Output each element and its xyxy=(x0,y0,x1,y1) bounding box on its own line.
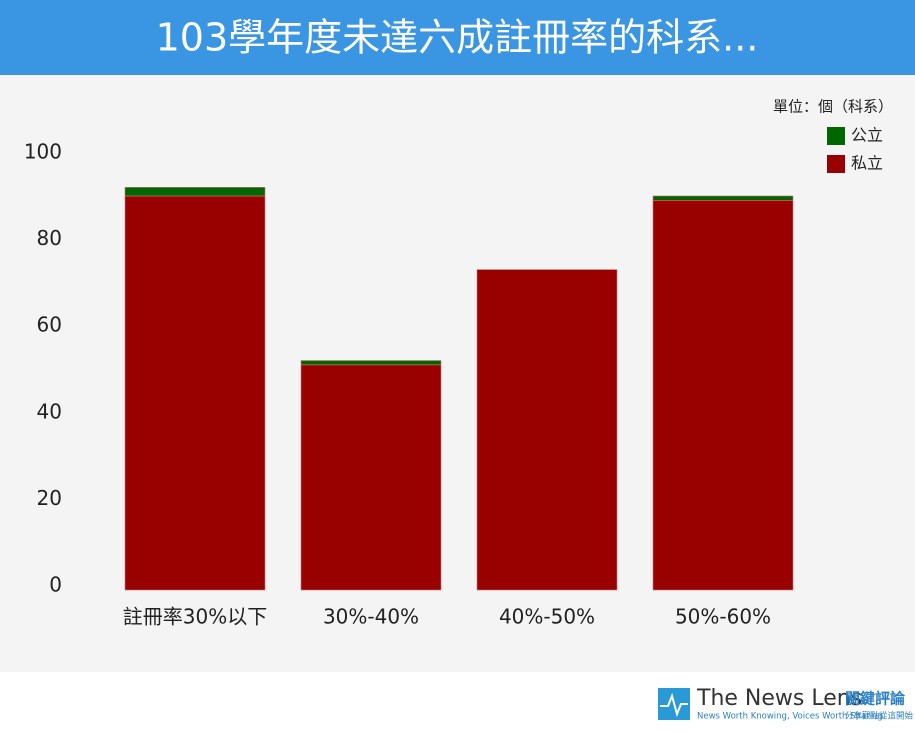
y-tick-label: 80 xyxy=(37,226,62,250)
y-tick-label: 20 xyxy=(37,486,62,510)
x-tick-label: 40%-50% xyxy=(499,605,595,629)
bar-segment xyxy=(476,269,618,591)
y-tick-label: 60 xyxy=(37,313,62,337)
chart-title: 103學年度未達六成註冊率的科系... xyxy=(156,16,759,60)
tagline: News Worth Knowing, Voices Worth Sharing xyxy=(697,712,883,722)
unit-note: 單位：個（科系） xyxy=(773,98,893,116)
x-tick-label: 50%-60% xyxy=(675,605,771,629)
bar-segment xyxy=(124,195,266,591)
bar-segment xyxy=(652,195,794,201)
x-tick-label: 註冊率30%以下 xyxy=(123,605,267,629)
legend-label: 私立 xyxy=(851,154,883,173)
logo: The News Lens 關鍵評論 News Worth Knowing, V… xyxy=(658,686,914,722)
y-tick-label: 40 xyxy=(37,399,62,423)
y-tick-label: 100 xyxy=(24,140,62,164)
legend-swatch xyxy=(827,155,845,173)
brand: The News Lens xyxy=(696,686,862,711)
legend-label: 公立 xyxy=(851,126,883,145)
title-bar xyxy=(0,0,915,75)
bar-segment xyxy=(652,200,794,591)
brand-cn: 關鍵評論 xyxy=(845,690,906,708)
bar-segment xyxy=(300,360,442,366)
tagline-cn: 分享觀點從這開始 xyxy=(845,711,914,722)
x-tick-label: 30%-40% xyxy=(323,605,419,629)
y-tick-label: 0 xyxy=(49,573,62,597)
bar-segment xyxy=(124,187,266,197)
logo-pulse xyxy=(660,692,688,718)
legend-swatch xyxy=(827,127,845,145)
bar-segment xyxy=(300,364,442,591)
